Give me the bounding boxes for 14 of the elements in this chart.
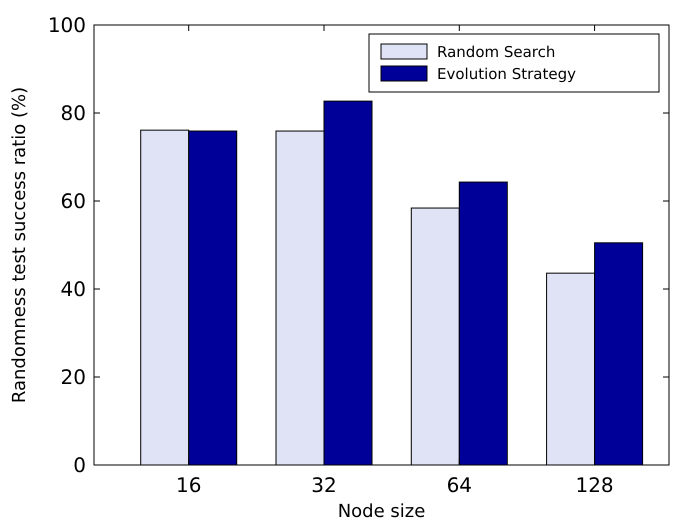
x-tick-label: 64 <box>446 473 472 497</box>
legend-label: Random Search <box>437 42 556 61</box>
x-tick-label: 128 <box>575 473 614 497</box>
y-tick-label: 100 <box>48 13 86 37</box>
x-tick-label: 32 <box>311 473 337 497</box>
y-tick-label: 40 <box>60 277 86 301</box>
y-tick-label: 0 <box>73 453 86 477</box>
y-tick-label: 60 <box>60 189 86 213</box>
legend-label: Evolution Strategy <box>437 64 576 83</box>
y-tick-label: 80 <box>60 101 86 125</box>
y-axis-title: Randomness test success ratio (%) <box>9 86 30 404</box>
x-tick-label: 16 <box>176 473 202 497</box>
x-axis-title: Node size <box>338 501 426 522</box>
y-tick-label: 20 <box>60 365 86 389</box>
